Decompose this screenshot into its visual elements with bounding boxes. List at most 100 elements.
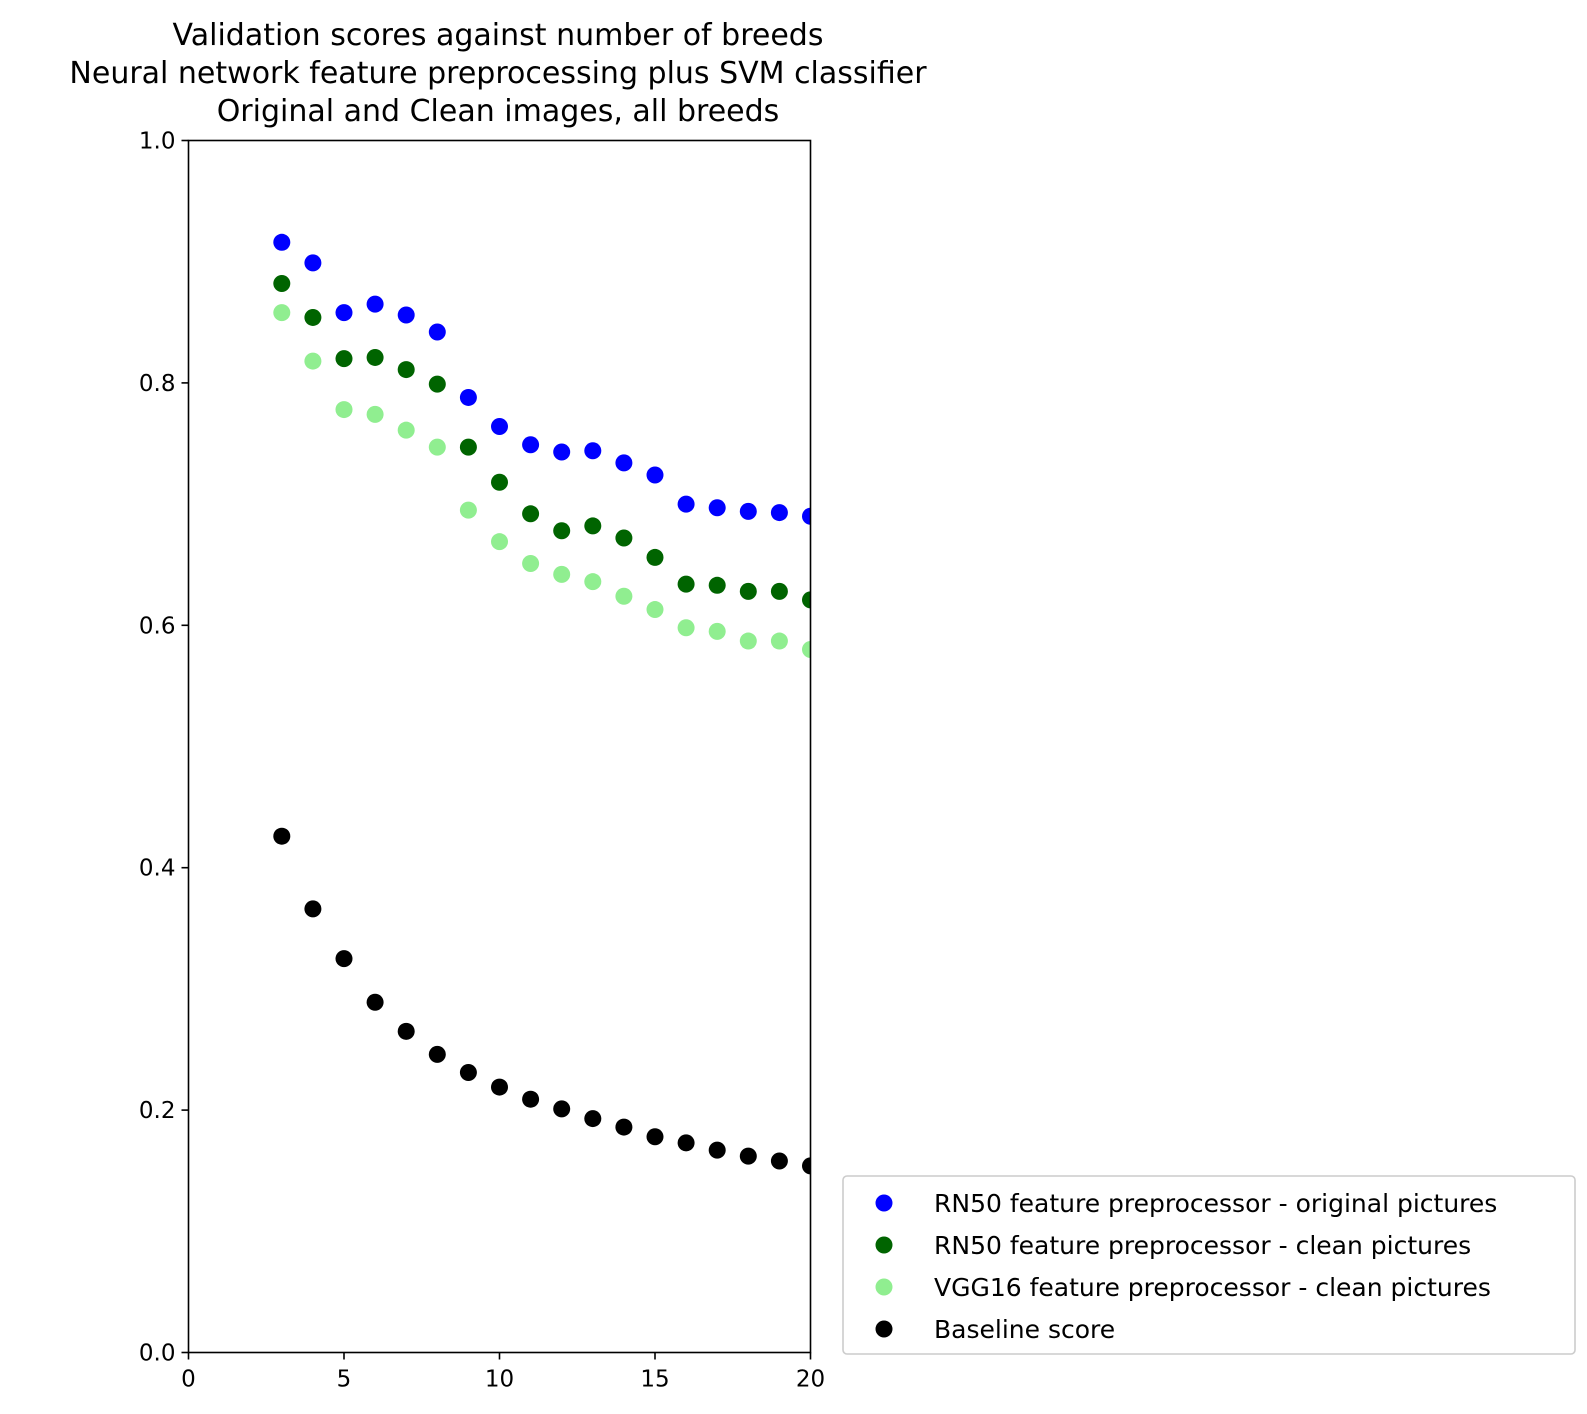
data-point (366, 405, 384, 423)
chart-title: Validation scores against number of bree… (69, 18, 927, 129)
data-point (553, 565, 571, 583)
data-point (366, 295, 384, 313)
data-point (522, 436, 540, 454)
x-tick-label: 15 (640, 1367, 669, 1393)
data-point (770, 582, 788, 600)
data-points (273, 233, 811, 1175)
data-point (304, 254, 322, 272)
data-point (615, 454, 633, 472)
legend-item: RN50 feature preprocessor - original pic… (875, 1189, 1497, 1218)
data-point (335, 304, 353, 322)
legend-item: VGG16 feature preprocessor - clean pictu… (875, 1273, 1491, 1302)
data-point (677, 495, 695, 513)
data-point (553, 443, 571, 461)
data-point (335, 350, 353, 368)
data-point (491, 418, 508, 436)
legend-marker (875, 1236, 893, 1254)
data-point (491, 533, 508, 551)
data-point (428, 375, 446, 393)
data-point (366, 348, 384, 366)
data-point (584, 517, 602, 535)
data-point (677, 1134, 695, 1152)
data-point (770, 504, 788, 522)
data-point (646, 601, 664, 619)
data-point (708, 622, 726, 640)
chart-title-line-3: Original and Clean images, all breeds (217, 94, 780, 129)
data-point (615, 587, 633, 605)
data-point (304, 308, 322, 326)
data-point (615, 1118, 633, 1136)
x-tick-label: 5 (337, 1367, 352, 1393)
data-point (615, 529, 633, 547)
legend-marker (875, 1194, 893, 1212)
data-point (646, 548, 664, 566)
data-point (522, 505, 540, 523)
data-point (584, 1110, 602, 1128)
data-point (428, 438, 446, 456)
data-point (273, 304, 291, 322)
data-point (802, 1157, 811, 1175)
data-point (459, 1064, 477, 1082)
data-point (491, 473, 508, 491)
data-point (459, 438, 477, 456)
data-point (584, 573, 602, 591)
data-point (273, 827, 291, 845)
legend-marker (875, 1278, 893, 1296)
data-point (397, 361, 415, 379)
series-baseline-score (273, 827, 811, 1175)
data-point (522, 554, 540, 572)
data-point (770, 632, 788, 650)
legend-item: Baseline score (875, 1315, 1115, 1344)
y-tick-label: 0.0 (139, 1341, 176, 1367)
legend-label: RN50 feature preprocessor - clean pictur… (934, 1231, 1471, 1260)
data-point (304, 352, 322, 370)
x-tick-label: 0 (181, 1367, 196, 1393)
y-tick-label: 1.0 (139, 129, 176, 155)
data-point (739, 632, 757, 650)
data-point (459, 388, 477, 406)
series-rn50-feature-preprocessor-clean-pictures (273, 275, 811, 609)
data-point (708, 576, 726, 594)
data-point (739, 502, 757, 520)
data-point (739, 582, 757, 600)
plot-area-frame (187, 139, 812, 1354)
data-point (553, 522, 571, 540)
data-point (428, 1045, 446, 1063)
data-point (522, 1090, 540, 1108)
data-point (273, 233, 291, 251)
data-point (677, 575, 695, 593)
y-tick-label: 0.8 (139, 371, 176, 397)
legend-frame (842, 1175, 1576, 1355)
x-tick-label: 20 (796, 1367, 825, 1393)
y-tick-label: 0.2 (139, 1098, 176, 1124)
data-point (273, 275, 291, 293)
data-point (708, 499, 726, 517)
y-tick-label: 0.4 (139, 856, 176, 882)
data-point (397, 1022, 415, 1040)
series-rn50-feature-preprocessor-original-pictures (273, 233, 811, 525)
data-point (459, 501, 477, 519)
data-point (428, 323, 446, 341)
data-point (802, 641, 811, 659)
legend-marker (875, 1320, 893, 1338)
series-vgg16-feature-preprocessor-clean-pictures (273, 304, 811, 659)
data-point (335, 401, 353, 419)
y-axis: 0.0 0.2 0.4 0.6 0.8 1.0 (139, 129, 189, 1367)
chart-title-line-1: Validation scores against number of bree… (173, 18, 824, 53)
data-point (397, 306, 415, 324)
data-point (770, 1152, 788, 1170)
data-point (491, 1078, 508, 1096)
data-point (739, 1147, 757, 1165)
legend-label: Baseline score (934, 1315, 1115, 1344)
data-point (677, 619, 695, 637)
data-point (304, 900, 322, 918)
data-point (366, 993, 384, 1011)
legend-label: RN50 feature preprocessor - original pic… (934, 1189, 1497, 1218)
data-point (584, 442, 602, 460)
data-point (397, 421, 415, 439)
data-point (802, 591, 811, 609)
data-point (335, 950, 353, 968)
data-point (553, 1100, 571, 1118)
legend: RN50 feature preprocessor - original pic… (842, 1175, 1576, 1355)
